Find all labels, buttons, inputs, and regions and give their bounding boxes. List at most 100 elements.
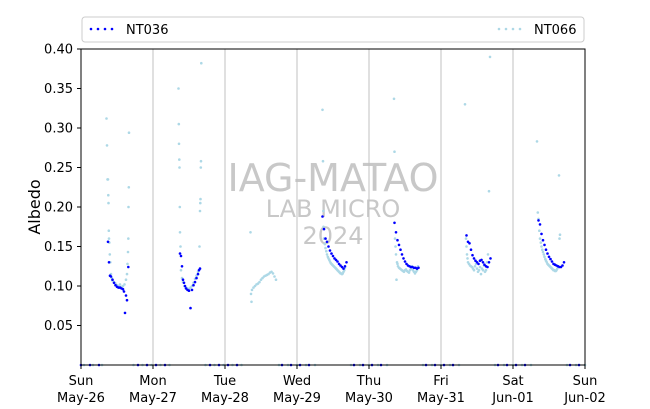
x-tick-label-weekday: Thu (356, 374, 381, 389)
point-nt066 (179, 268, 183, 272)
point-nt066 (464, 237, 468, 240)
point-nt066 (324, 246, 327, 250)
point-nt066 (177, 142, 181, 146)
point-nt066 (127, 131, 131, 134)
point-nt066 (321, 159, 325, 163)
legend-label-nt066: NT066 (534, 23, 576, 38)
point-nt036 (399, 248, 402, 251)
point-nt036 (550, 260, 554, 263)
point-nt066 (274, 278, 278, 282)
watermark-line-1: IAG-MATAO (227, 156, 438, 200)
point-nt066 (107, 193, 110, 197)
point-nt066 (394, 253, 398, 256)
point-nt066 (105, 117, 108, 120)
point-nt036 (127, 265, 130, 269)
point-nt066 (541, 250, 545, 254)
point-nt066 (325, 253, 329, 256)
point-nt066 (200, 61, 203, 65)
point-nt066 (258, 280, 261, 284)
point-nt036 (549, 257, 552, 261)
legend-marker-nt036 (110, 27, 114, 31)
point-nt036 (106, 240, 110, 244)
point-nt036 (321, 215, 324, 218)
point-nt066 (107, 229, 111, 232)
point-nt066 (487, 189, 491, 193)
point-nt066 (488, 55, 492, 59)
point-nt066 (473, 265, 477, 268)
point-nt066 (538, 237, 542, 240)
point-nt036 (547, 255, 551, 259)
x-tick-label-weekday: Tue (213, 374, 236, 389)
point-nt036 (562, 261, 566, 264)
point-nt036 (396, 238, 399, 242)
y-tick-label: 0.15 (44, 240, 73, 255)
point-nt066 (394, 245, 397, 248)
point-nt066 (486, 253, 490, 256)
y-tick-label: 0.40 (44, 43, 73, 58)
point-nt066 (199, 166, 203, 169)
point-nt036 (331, 254, 335, 258)
point-nt066 (479, 272, 483, 276)
point-nt036 (540, 232, 543, 236)
point-nt066 (538, 229, 541, 232)
legend-label-nt036: NT036 (126, 23, 168, 38)
point-nt036 (471, 253, 474, 257)
point-nt066 (556, 267, 559, 270)
legend-marker-nt066 (504, 27, 508, 31)
point-nt066 (127, 186, 131, 189)
point-nt036 (342, 267, 345, 270)
point-nt036 (187, 289, 191, 293)
point-nt036 (189, 306, 192, 310)
point-nt066 (558, 237, 561, 240)
point-nt066 (127, 237, 130, 240)
point-nt066 (105, 144, 109, 147)
point-nt036 (336, 260, 339, 263)
point-nt036 (417, 266, 420, 270)
point-nt036 (403, 260, 407, 263)
point-nt066 (323, 242, 327, 246)
x-tick-label-date: Jun-02 (563, 391, 606, 406)
point-nt036 (193, 280, 197, 284)
point-nt036 (196, 272, 200, 276)
point-nt066 (542, 253, 546, 256)
point-nt066 (393, 237, 397, 240)
point-nt036 (543, 243, 546, 247)
point-nt036 (122, 290, 126, 293)
point-nt036 (477, 262, 480, 266)
x-tick-label-weekday: Sun (573, 374, 598, 389)
point-nt036 (489, 257, 492, 260)
point-nt036 (561, 264, 564, 267)
x-tick-label-date: May-27 (129, 391, 177, 406)
point-nt066 (539, 241, 543, 244)
point-nt066 (541, 248, 544, 251)
point-nt036 (192, 283, 195, 287)
point-nt066 (465, 253, 469, 256)
y-tick-label: 0.25 (44, 161, 73, 176)
point-nt036 (468, 242, 471, 245)
point-nt036 (465, 234, 468, 237)
point-nt036 (121, 287, 125, 291)
point-nt036 (400, 253, 404, 256)
point-nt066 (126, 262, 129, 266)
point-nt036 (544, 248, 548, 251)
y-axis: 0.05 0.10 0.15 0.20 0.25 0.30 0.35 0.40 (44, 43, 81, 334)
x-tick-label-date: May-31 (417, 391, 465, 406)
point-nt066 (535, 140, 539, 143)
point-nt036 (327, 245, 330, 248)
x-tick-label-weekday: Wed (283, 374, 311, 389)
x-tick-label-date: May-30 (345, 391, 393, 406)
x-tick-label-weekday: Sun (69, 374, 94, 389)
point-nt036 (538, 223, 542, 226)
point-nt066 (558, 233, 562, 236)
legend-marker-nt036 (103, 27, 107, 31)
point-nt066 (118, 283, 122, 286)
point-nt066 (465, 245, 468, 248)
x-tick-label-date: May-26 (57, 391, 105, 406)
point-nt036 (109, 275, 113, 278)
point-nt036 (469, 248, 473, 251)
point-nt066 (177, 87, 180, 90)
point-nt036 (481, 261, 485, 264)
point-nt066 (396, 262, 399, 266)
legend-marker-nt036 (96, 27, 100, 31)
